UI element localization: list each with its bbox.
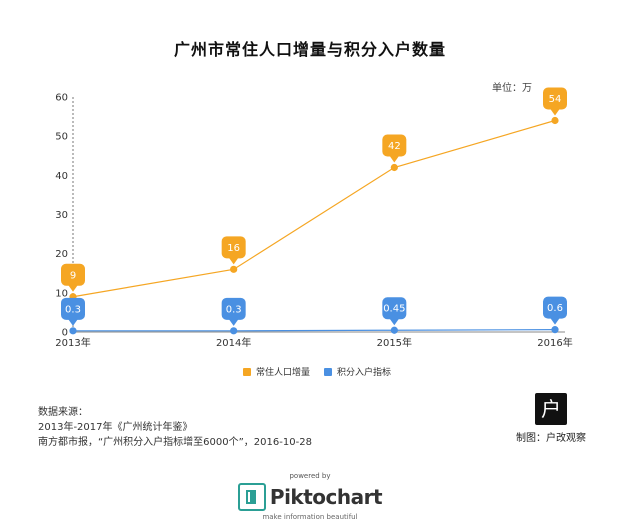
- powered-by-text: powered by: [289, 472, 331, 480]
- data-label-bubble: [543, 296, 567, 319]
- piktochart-mark-icon: [237, 483, 266, 511]
- author-logo: 户: [535, 393, 567, 425]
- data-label: 0.6: [547, 303, 563, 314]
- piktochart-name: Piktochart: [269, 485, 383, 509]
- data-label: 0.3: [226, 304, 242, 315]
- legend-swatch-points: [324, 367, 333, 376]
- data-point: [230, 265, 238, 273]
- y-tick-label: 30: [55, 210, 68, 221]
- powered-by-footer: powered by Piktochart make information b…: [0, 472, 620, 521]
- data-label: 0.45: [383, 304, 405, 315]
- data-label-pointer: [550, 108, 560, 116]
- data-point: [390, 163, 398, 172]
- data-label-pointer: [228, 257, 239, 265]
- x-tick-label: 2016年: [537, 336, 572, 349]
- data-label-bubble: [543, 87, 567, 110]
- data-label: 16: [227, 243, 240, 254]
- series-line-0: [72, 119, 556, 298]
- series-line-1: [73, 329, 556, 332]
- data-source: 数据来源： 2013年-2017年《广州统计年鉴》 南方都市报，“广州积分入户指…: [38, 405, 312, 450]
- chart-legend: 常住人口增量 积分入户指标: [243, 365, 391, 378]
- data-label: 54: [549, 94, 562, 105]
- credit-block: 户 制图：户改观察: [510, 393, 592, 444]
- piktochart-tagline: make information beautiful: [262, 513, 358, 521]
- legend-item-points: 积分入户指标: [324, 365, 391, 378]
- y-tick-label: 60: [55, 93, 68, 104]
- data-label-pointer: [389, 318, 400, 326]
- data-label-pointer: [389, 155, 400, 163]
- data-point: [69, 327, 77, 335]
- data-label-bubble: [61, 297, 85, 320]
- x-tick-label: 2013年: [55, 336, 90, 349]
- data-label-bubble: [61, 263, 85, 286]
- legend-item-population: 常住人口增量: [243, 365, 310, 378]
- credit-text: 制图：户改观察: [516, 433, 586, 444]
- unit-label: 单位：万: [492, 83, 532, 94]
- legend-label-points: 积分入户指标: [337, 368, 392, 378]
- source-line-2: 南方都市报，“广州积分入户指标增至6000个”，2016-10-28: [38, 437, 312, 448]
- piktochart-logo[interactable]: Piktochart: [237, 483, 383, 511]
- data-label-pointer: [68, 318, 78, 326]
- data-label: 0.3: [65, 304, 81, 315]
- legend-label-population: 常住人口增量: [256, 368, 311, 378]
- source-heading: 数据来源：: [38, 407, 88, 418]
- x-tick-label: 2014年: [216, 336, 251, 349]
- chart-title: 广州市常住人口增量与积分入户数量: [173, 40, 446, 59]
- data-label-bubble: [221, 236, 246, 259]
- data-label-pointer: [68, 284, 78, 292]
- source-line-1: 2013年-2017年《广州统计年鉴》: [38, 422, 193, 433]
- legend-swatch-population: [243, 367, 251, 376]
- data-point: [551, 116, 559, 125]
- data-label-bubble: [221, 297, 246, 320]
- y-tick-label: 40: [55, 171, 68, 182]
- data-point: [390, 326, 398, 334]
- y-tick-label: 0: [62, 328, 68, 339]
- y-tick-label: 10: [55, 288, 68, 299]
- data-label-pointer: [550, 317, 560, 325]
- line-chart: 0 10 20 30 40 50 60 2013年 2014年 2015年 2016年 9 16 42 54…: [55, 87, 573, 349]
- data-label-pointer: [228, 318, 239, 326]
- data-label-bubble: [382, 134, 407, 157]
- y-tick-label: 50: [55, 132, 68, 143]
- data-label: 9: [70, 270, 76, 281]
- x-tick-label: 2015年: [377, 336, 412, 349]
- y-tick-label: 20: [55, 249, 68, 260]
- data-label-bubble: [382, 297, 407, 320]
- data-point: [230, 327, 238, 335]
- data-label: 42: [388, 141, 401, 152]
- data-point: [551, 326, 559, 334]
